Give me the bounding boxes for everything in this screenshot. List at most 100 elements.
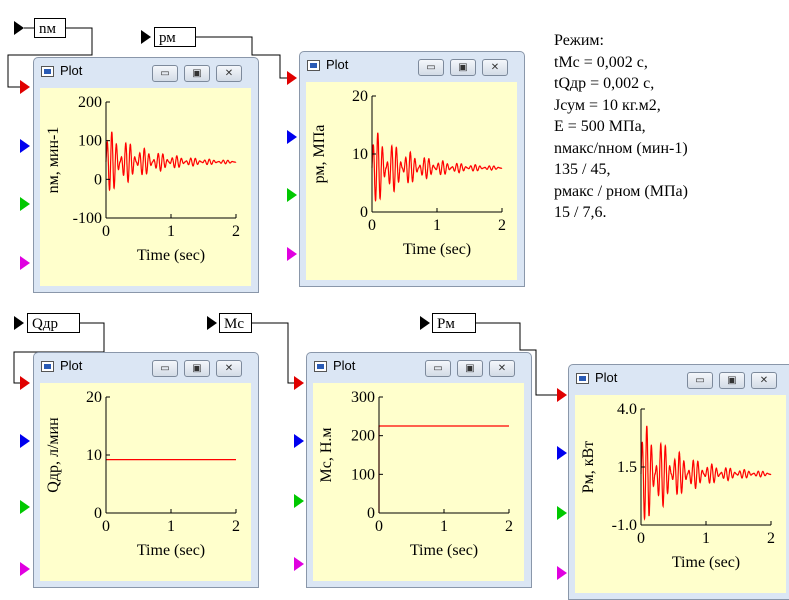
plot-area: 20 10 0 0 1 2 Time (sec) Qдр, л/мин xyxy=(40,383,251,581)
x-axis-label: Time (sec) xyxy=(403,241,471,258)
maximize-button[interactable]: ▣ xyxy=(184,360,210,377)
app-icon xyxy=(576,373,589,384)
y-tick-label: 200 xyxy=(351,428,375,445)
y-tick-label: 100 xyxy=(78,133,102,150)
trace-line xyxy=(378,425,509,513)
window-title: Plot xyxy=(333,358,356,373)
variable-rm-box[interactable]: рм xyxy=(154,27,196,47)
variable-mc-box[interactable]: Мс xyxy=(219,313,252,333)
y-axis-label: Qдр, л/мин xyxy=(45,417,62,493)
y-tick-label: 10 xyxy=(86,447,102,464)
x-tick-label: 1 xyxy=(702,530,710,547)
input-port-green[interactable] xyxy=(20,500,30,514)
note-line: 135 / 45, xyxy=(554,161,611,178)
maximize-button[interactable]: ▣ xyxy=(719,372,745,389)
y-tick-label: 20 xyxy=(352,88,368,105)
input-port-magenta[interactable] xyxy=(20,562,30,576)
note-line: Режим: xyxy=(554,32,604,49)
trace-line xyxy=(371,132,503,202)
input-port-green[interactable] xyxy=(287,188,297,202)
input-port-magenta[interactable] xyxy=(557,566,567,580)
x-tick-label: 1 xyxy=(433,217,441,234)
close-button[interactable]: ✕ xyxy=(751,372,777,389)
plot-area: 20 10 0 0 1 2 Time (sec) рм, МПа xyxy=(306,82,517,280)
plot-window-pm[interactable]: Plot ▭ ▣ ✕ 4.0 1.5 -1.0 0 1 2 Time (sec) Рм, кВ… xyxy=(568,364,789,600)
maximize-button[interactable]: ▣ xyxy=(184,65,210,82)
maximize-button[interactable]: ▣ xyxy=(457,360,483,377)
x-axis-label: Time (sec) xyxy=(410,542,478,559)
y-tick-label: -1.0 xyxy=(612,517,637,534)
y-tick-label: 0 xyxy=(367,505,375,522)
input-port-blue[interactable] xyxy=(20,139,30,153)
chart: 20 10 00 1 2 Time (sec) рм, МПа xyxy=(311,88,506,258)
input-port-blue[interactable] xyxy=(557,446,567,460)
close-button[interactable]: ✕ xyxy=(482,59,508,76)
y-axis-label: Рм, кВт xyxy=(580,441,597,493)
close-button[interactable]: ✕ xyxy=(489,360,515,377)
title-bar[interactable]: Plot ▭ ▣ ✕ xyxy=(34,58,258,88)
y-tick-label: 1.5 xyxy=(617,459,637,476)
minimize-button[interactable]: ▭ xyxy=(425,360,451,377)
title-bar[interactable]: Plot ▭ ▣ ✕ xyxy=(307,353,531,383)
input-port-blue[interactable] xyxy=(294,434,304,448)
variable-pm-box[interactable]: Рм xyxy=(432,313,476,333)
y-tick-label: 4.0 xyxy=(617,401,637,418)
x-tick-label: 2 xyxy=(232,223,240,240)
plot-window-qdr[interactable]: Plot ▭ ▣ ✕ 20 10 0 0 1 2 Time (sec) Qдр, л/мин xyxy=(33,352,259,588)
y-axis-label: nм, мин-1 xyxy=(45,127,62,194)
input-port-red[interactable] xyxy=(294,376,304,390)
minimize-button[interactable]: ▭ xyxy=(418,59,444,76)
y-tick-label: 0 xyxy=(360,204,368,221)
minimize-button[interactable]: ▭ xyxy=(687,372,713,389)
chart: 20 10 00 1 2 Time (sec) Qдр, л/мин xyxy=(45,389,240,559)
minimize-button[interactable]: ▭ xyxy=(152,360,178,377)
x-tick-label: 0 xyxy=(102,223,110,240)
input-port-red[interactable] xyxy=(20,376,30,390)
y-tick-label: 0 xyxy=(94,505,102,522)
plot-window-mc[interactable]: Plot ▭ ▣ ✕ 300 200 100 0 0 1 2 Time (sec) Мс, Н.… xyxy=(306,352,532,588)
window-title: Plot xyxy=(326,57,349,72)
plot-window-nm[interactable]: Plot ▭ ▣ ✕ 200 100 0 -100 0 1 2 Time (sec) nм, м… xyxy=(33,57,259,293)
note-line: tQдр = 0,002 с, xyxy=(554,75,655,92)
note-line: E = 500 МПа, xyxy=(554,118,646,135)
x-tick-label: 1 xyxy=(440,518,448,535)
input-port-green[interactable] xyxy=(294,494,304,508)
y-tick-label: 300 xyxy=(351,389,375,406)
y-tick-label: -100 xyxy=(73,210,102,227)
input-port-green[interactable] xyxy=(20,197,30,211)
app-icon xyxy=(307,60,320,71)
plot-area: 300 200 100 0 0 1 2 Time (sec) Мс, Н.м xyxy=(313,383,524,581)
close-button[interactable]: ✕ xyxy=(216,360,242,377)
chart: 4.0 1.5 -1.00 1 2 Time (sec) Рм, кВт xyxy=(580,401,775,571)
x-axis-label: Time (sec) xyxy=(137,542,205,559)
window-title: Plot xyxy=(595,370,618,385)
input-port-blue[interactable] xyxy=(287,130,297,144)
x-tick-label: 2 xyxy=(232,518,240,535)
window-title: Plot xyxy=(60,358,83,373)
note-line: nмакс/nном (мин-1) xyxy=(554,139,688,157)
x-tick-label: 0 xyxy=(637,530,645,547)
x-tick-label: 2 xyxy=(767,530,775,547)
input-port-red[interactable] xyxy=(557,388,567,402)
title-bar[interactable]: Plot ▭ ▣ ✕ xyxy=(569,365,789,395)
title-bar[interactable]: Plot ▭ ▣ ✕ xyxy=(34,353,258,383)
plot-window-rm[interactable]: Plot ▭ ▣ ✕ 20 10 0 0 1 2 Time (sec) рм, МПа xyxy=(299,51,525,287)
input-port-red[interactable] xyxy=(287,71,297,85)
input-port-red[interactable] xyxy=(20,80,30,94)
variable-nm-box[interactable]: nм xyxy=(34,18,66,38)
input-port-magenta[interactable] xyxy=(294,557,304,571)
plot-area: 200 100 0 -100 0 1 2 Time (sec) nм, мин-1 xyxy=(40,88,251,286)
maximize-button[interactable]: ▣ xyxy=(450,59,476,76)
trace-line xyxy=(105,131,237,192)
title-bar[interactable]: Plot ▭ ▣ ✕ xyxy=(300,52,524,82)
input-port-magenta[interactable] xyxy=(287,247,297,261)
minimize-button[interactable]: ▭ xyxy=(152,65,178,82)
input-port-green[interactable] xyxy=(557,506,567,520)
close-button[interactable]: ✕ xyxy=(216,65,242,82)
variable-qdr-box[interactable]: Qдр xyxy=(27,313,80,333)
input-port-blue[interactable] xyxy=(20,434,30,448)
trace-line xyxy=(640,425,772,521)
input-port-magenta[interactable] xyxy=(20,256,30,270)
chart: 300 200 100 00 1 2 Time (sec) Мс, Н.м xyxy=(318,389,513,559)
x-tick-label: 1 xyxy=(167,518,175,535)
